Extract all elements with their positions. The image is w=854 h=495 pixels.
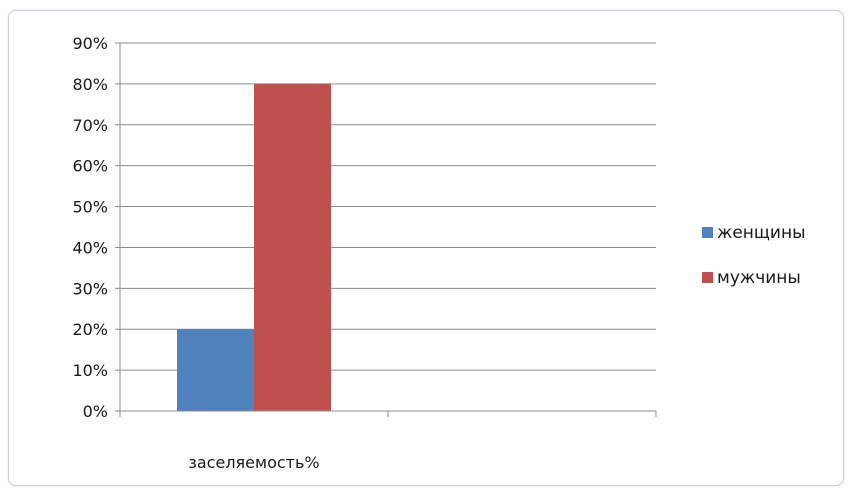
legend-label: женщины bbox=[717, 223, 806, 243]
legend-label: мужчины bbox=[717, 268, 801, 288]
legend-swatch bbox=[702, 272, 713, 283]
bar-мужчины bbox=[254, 83, 331, 411]
axes bbox=[119, 43, 657, 417]
y-tick-label: 30% bbox=[72, 279, 108, 298]
y-tick-label: 80% bbox=[72, 75, 108, 94]
y-tick-label: 90% bbox=[72, 34, 108, 53]
x-axis-labels: заселяемость% bbox=[188, 453, 319, 472]
bar-женщины bbox=[177, 329, 254, 411]
legend-swatch bbox=[702, 227, 713, 238]
y-tick-label: 40% bbox=[72, 238, 108, 257]
y-tick-label: 70% bbox=[72, 116, 108, 135]
x-category-label: заселяемость% bbox=[188, 453, 319, 472]
y-tick-label: 20% bbox=[72, 320, 108, 339]
legend: женщины мужчины bbox=[702, 223, 806, 288]
gridlines bbox=[120, 42, 656, 371]
y-tick-label: 10% bbox=[72, 361, 108, 380]
chart-frame bbox=[8, 10, 844, 486]
y-tick-label: 0% bbox=[83, 402, 108, 421]
y-tick-label: 60% bbox=[72, 157, 108, 176]
y-tick-label: 50% bbox=[72, 198, 108, 217]
y-axis-ticks: 0% 10% 20% 30% 40% 50% 60% 70% 80% 90% bbox=[72, 34, 120, 421]
bars bbox=[177, 83, 331, 411]
